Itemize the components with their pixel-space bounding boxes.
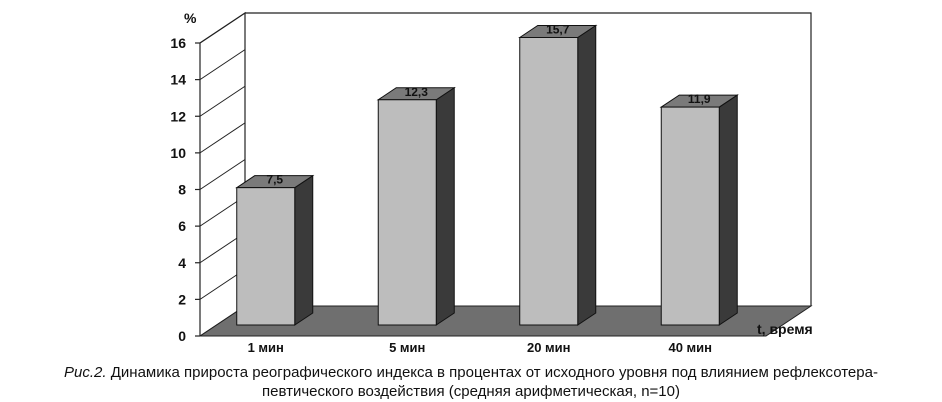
x-category-label: 5 мин bbox=[389, 340, 425, 355]
bar-side bbox=[435, 86, 455, 326]
x-axis-label: t, время bbox=[757, 321, 813, 337]
y-tick-label: 16 bbox=[170, 35, 186, 51]
figure-caption: Рис.2. Динамика прироста реографического… bbox=[0, 363, 942, 401]
bar: 12,3 bbox=[376, 85, 456, 326]
x-axis-categories: 1 мин 5 мин 20 мин 40 мин bbox=[248, 340, 712, 355]
bar: 11,9 bbox=[659, 92, 739, 326]
y-tick-label: 0 bbox=[178, 328, 186, 344]
bar: 7,5 bbox=[235, 173, 315, 326]
y-tick-depth-line bbox=[199, 122, 246, 154]
bar-value-label: 15,7 bbox=[546, 22, 570, 36]
bar: 15,7 bbox=[518, 22, 598, 326]
bar-front bbox=[660, 106, 720, 326]
bar-side bbox=[577, 24, 597, 326]
caption-lead: Рис.2. bbox=[64, 364, 107, 381]
y-tick-depth-line bbox=[199, 12, 246, 44]
y-tick-depth-line bbox=[199, 159, 246, 190]
y-tick-depth-line bbox=[199, 85, 246, 117]
y-tick-label: 10 bbox=[170, 145, 186, 161]
y-tick-label: 2 bbox=[178, 291, 186, 307]
bar-front bbox=[519, 36, 579, 326]
back-wall bbox=[245, 12, 812, 306]
y-tick-label: 4 bbox=[178, 255, 186, 271]
x-category-label: 40 мин bbox=[668, 340, 712, 355]
y-axis-ticks: 0 2 4 6 8 10 12 14 16 bbox=[170, 12, 246, 344]
bar-chart: 0 2 4 6 8 10 12 14 16 7,5 12,3 15,7 11,9 1 мин 5 мин… bbox=[170, 10, 813, 355]
bars: 7,5 12,3 15,7 11,9 bbox=[235, 22, 739, 326]
y-tick-depth-line bbox=[199, 49, 246, 81]
bar-value-label: 7,5 bbox=[266, 173, 283, 187]
bar-front bbox=[236, 187, 296, 326]
y-tick-label: 8 bbox=[178, 182, 186, 198]
y-tick-label: 12 bbox=[170, 108, 186, 124]
bar-value-label: 12,3 bbox=[405, 85, 429, 99]
y-axis-unit-label: % bbox=[184, 10, 197, 26]
bar-value-label: 11,9 bbox=[688, 92, 711, 106]
x-category-label: 1 мин bbox=[248, 340, 284, 355]
bar-front bbox=[377, 99, 437, 326]
caption-line-2: певтического воздействия (средняя арифме… bbox=[262, 383, 680, 400]
bar-side bbox=[718, 94, 738, 326]
bar-side bbox=[294, 174, 314, 326]
caption-line-1: Динамика прироста реографического индекс… bbox=[106, 364, 878, 381]
y-tick-label: 6 bbox=[178, 218, 186, 234]
y-tick-label: 14 bbox=[170, 72, 186, 88]
x-category-label: 20 мин bbox=[527, 340, 571, 355]
